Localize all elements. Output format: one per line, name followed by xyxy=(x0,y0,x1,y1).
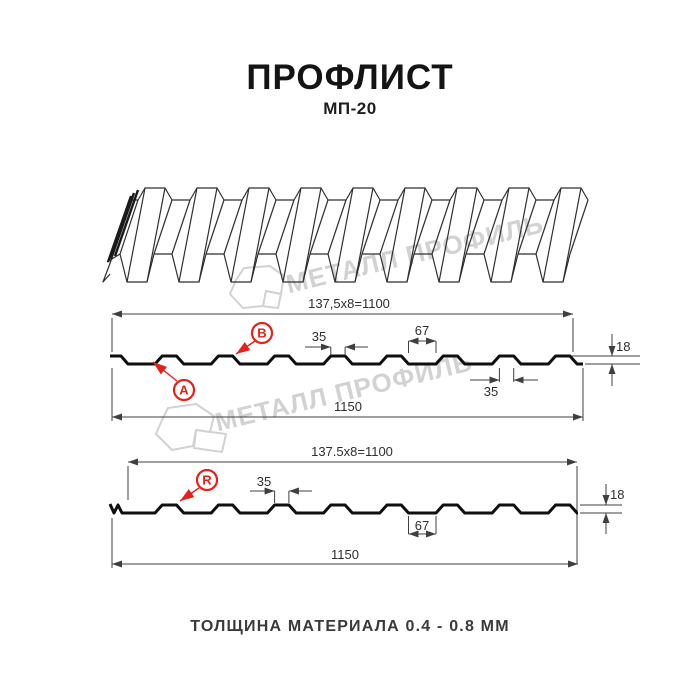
sheet3d-line xyxy=(106,195,133,263)
dim-rib-35-r: 35 xyxy=(250,474,312,503)
thickness-caption: ТОЛЩИНА МАТЕРИАЛА 0.4 - 0.8 ММ xyxy=(190,618,510,635)
sheet3d-line xyxy=(542,187,562,283)
sheet3d-line xyxy=(517,199,537,255)
sheet3d-line xyxy=(562,187,582,283)
sheet3d-line xyxy=(510,187,530,283)
sheet3d-line xyxy=(109,192,136,260)
sheet3d-line xyxy=(171,199,191,255)
dim-label: 137.5x8=1100 xyxy=(311,444,393,459)
dim-valley-67-top: 67 xyxy=(408,323,437,353)
dim-label: 35 xyxy=(312,329,326,344)
dim-label: 35 xyxy=(484,384,498,399)
dim-pitch-bottom: 137.5x8=1100 xyxy=(127,444,578,564)
dim-label: 1150 xyxy=(334,399,362,414)
sheet3d-line xyxy=(205,199,225,255)
sheet3d-line xyxy=(250,187,270,283)
section-a-b: 137,5x8=1100 35 67 xyxy=(110,296,640,421)
watermark-logo xyxy=(229,265,285,309)
callout-a: A xyxy=(152,361,196,402)
sheet3d-line xyxy=(361,199,381,255)
sheet3d-line xyxy=(465,199,485,255)
sheet3d-line xyxy=(354,187,374,283)
sheet3d-line xyxy=(379,199,399,255)
dim-label: 137,5x8=1100 xyxy=(308,296,390,311)
dim-label: 18 xyxy=(616,339,630,354)
dim-label: 35 xyxy=(257,474,271,489)
dim-label: 1150 xyxy=(331,547,359,562)
section-r: 137.5x8=1100 35 67 xyxy=(108,444,624,568)
sheet3d-line xyxy=(102,257,113,283)
sheet3d-line xyxy=(334,187,354,283)
sheet3d-line xyxy=(275,199,295,255)
dim-rib-35-bottom: 35 xyxy=(470,368,538,399)
sheet3d-line xyxy=(119,199,139,255)
sheet3d-line xyxy=(198,187,218,283)
sheet3d-line xyxy=(282,187,302,283)
sheet3d-line xyxy=(126,187,146,283)
sheet3d-line xyxy=(130,187,589,201)
callout-a-letter: A xyxy=(179,383,189,398)
sheet3d-line xyxy=(153,199,173,255)
profile-3d-drawing xyxy=(102,187,589,283)
sheet3d-line xyxy=(431,199,451,255)
dim-valley-67-r: 67 xyxy=(408,516,437,538)
sheet3d-line xyxy=(178,187,198,283)
dim-rib-35-top: 35 xyxy=(305,329,368,355)
dim-label: 67 xyxy=(415,323,429,338)
sheet3d-line xyxy=(146,187,166,283)
sheet3d-line xyxy=(569,199,589,255)
dim-height-18-top: 18 xyxy=(572,334,640,386)
callout-b-letter: B xyxy=(257,326,266,341)
sheet3d-line xyxy=(106,253,571,283)
callout-r: R xyxy=(179,468,219,502)
sheet3d-line xyxy=(230,187,250,283)
sheet3d-line xyxy=(257,199,277,255)
callout-b: B xyxy=(235,321,274,355)
sheet3d-line xyxy=(113,189,140,257)
sheet3d-line xyxy=(406,187,426,283)
page-subtitle: МП-20 xyxy=(323,99,377,118)
dim-label: 67 xyxy=(415,518,429,533)
dim-label: 18 xyxy=(610,487,624,502)
sheet3d-line xyxy=(535,199,555,255)
callout-r-letter: R xyxy=(202,473,212,488)
dim-height-18-r: 18 xyxy=(580,484,624,534)
sheet3d-line xyxy=(490,187,510,283)
sheet3d-line xyxy=(327,199,347,255)
sheet3d-line xyxy=(438,187,458,283)
watermark-logo xyxy=(155,403,227,453)
sheet3d-line xyxy=(413,199,433,255)
sheet3d-line xyxy=(309,199,329,255)
section-r-profile xyxy=(108,503,579,515)
sheet3d-line xyxy=(223,199,243,255)
dim-pitch-top: 137,5x8=1100 xyxy=(111,296,574,352)
sheet3d-line xyxy=(302,187,322,283)
page-title: ПРОФЛИСТ xyxy=(246,58,454,97)
sheet3d-line xyxy=(458,187,478,283)
section-a-profile xyxy=(110,354,583,366)
sheet3d-line xyxy=(483,199,503,255)
dim-width-1150-r: 1150 xyxy=(111,518,578,568)
dim-width-1150-top: 1150 xyxy=(111,368,584,421)
sheet3d-line xyxy=(386,187,406,283)
